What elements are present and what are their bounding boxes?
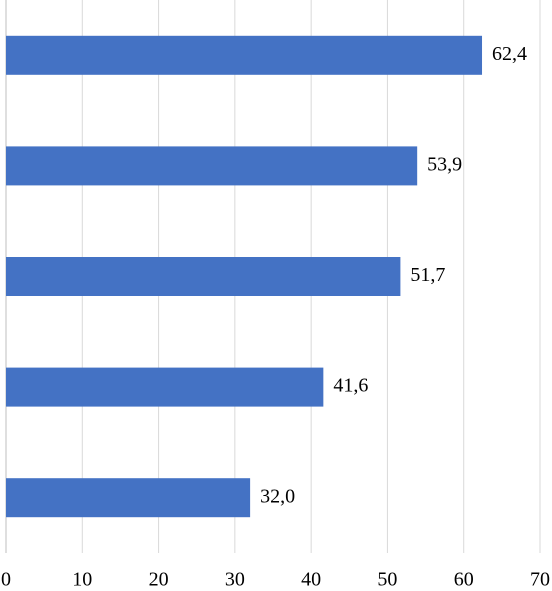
x-tick-label: 20 — [149, 569, 169, 591]
x-tick-label: 40 — [301, 569, 321, 591]
bar — [6, 367, 324, 407]
bar — [6, 35, 483, 75]
x-tick-label: 70 — [530, 569, 550, 591]
data-label: 32,0 — [260, 485, 295, 507]
data-label: 41,6 — [333, 375, 368, 397]
bar — [6, 257, 401, 296]
x-tick-label: 0 — [1, 569, 11, 591]
x-tick-label: 10 — [72, 569, 92, 591]
x-tick-label: 60 — [454, 569, 474, 591]
x-tick-label: 30 — [225, 569, 245, 591]
bar — [6, 146, 418, 186]
data-label: 62,4 — [492, 43, 527, 65]
x-tick-label: 50 — [377, 569, 397, 591]
data-label: 53,9 — [427, 153, 462, 175]
bar — [6, 478, 251, 518]
data-label: 51,7 — [410, 264, 445, 286]
